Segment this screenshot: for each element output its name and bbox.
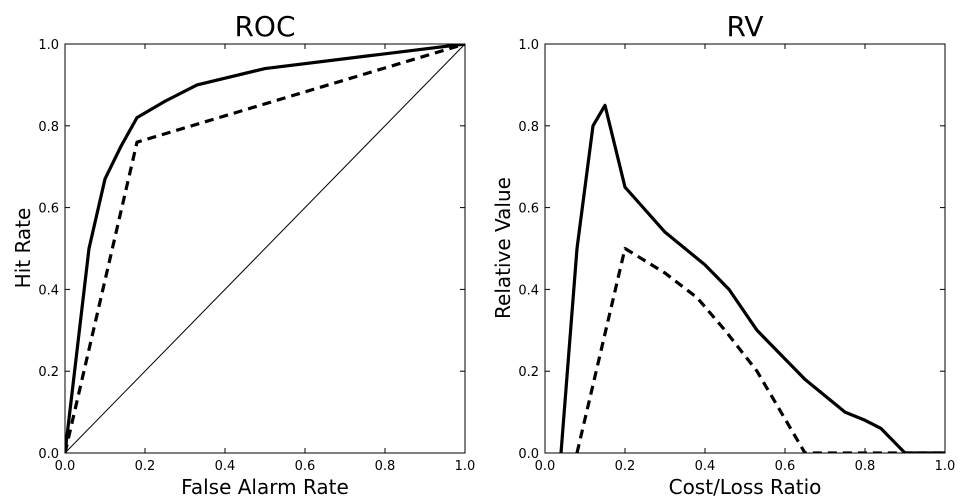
roc-ytick-label: 1.0 <box>38 38 59 53</box>
rv-xtick-label: 0.6 <box>775 459 796 474</box>
rv-panel: RV Cost/Loss Ratio Relative Value 0.0 0.2… <box>491 10 955 499</box>
rv-xlabel: Cost/Loss Ratio <box>669 475 822 499</box>
roc-xtick-label: 0.0 <box>55 459 76 474</box>
rv-ytick-label: 1.0 <box>518 38 539 53</box>
roc-ytick-label: 0.8 <box>38 120 59 135</box>
roc-ytick-label: 0.6 <box>38 202 59 217</box>
rv-ytick-label: 0.8 <box>518 120 539 135</box>
roc-ytick-label: 0.4 <box>38 283 59 298</box>
rv-plot-frame <box>544 43 946 454</box>
roc-title: ROC <box>234 10 295 43</box>
rv-xtick-label: 0.0 <box>535 459 556 474</box>
rv-ytick-label: 0.6 <box>518 202 539 217</box>
roc-series-diagonal-line <box>65 44 465 453</box>
rv-ytick-label: 0.4 <box>518 283 539 298</box>
rv-xtick-label: 0.4 <box>695 459 716 474</box>
roc-ytick-label: 0.0 <box>38 447 59 462</box>
rv-xtick-label: 1.0 <box>935 459 956 474</box>
roc-xtick-label: 0.4 <box>215 459 236 474</box>
roc-series-dashed-line <box>65 44 465 453</box>
rv-xtick-label: 0.8 <box>855 459 876 474</box>
roc-series-solid-line <box>65 44 465 453</box>
rv-title: RV <box>726 10 763 43</box>
rv-xtick-label: 0.2 <box>615 459 636 474</box>
roc-ylabel: Hit Rate <box>11 208 35 289</box>
rv-ytick-label: 0.2 <box>518 365 539 380</box>
roc-xtick-label: 0.6 <box>295 459 316 474</box>
roc-xtick-label: 0.8 <box>375 459 396 474</box>
roc-ytick-label: 0.2 <box>38 365 59 380</box>
rv-ytick-label: 0.0 <box>518 447 539 462</box>
roc-xtick-label: 1.0 <box>455 459 476 474</box>
roc-xtick-label: 0.2 <box>135 459 156 474</box>
rv-ylabel: Relative Value <box>491 177 515 319</box>
roc-xlabel: False Alarm Rate <box>181 475 349 499</box>
roc-panel: ROC False Alarm Rate Hit Rate 0.0 0.2 0.4 0… <box>11 10 475 499</box>
rv-series-dashed-line <box>575 246 945 453</box>
roc-plot-frame <box>64 43 466 454</box>
rv-series-solid-line <box>559 103 945 453</box>
